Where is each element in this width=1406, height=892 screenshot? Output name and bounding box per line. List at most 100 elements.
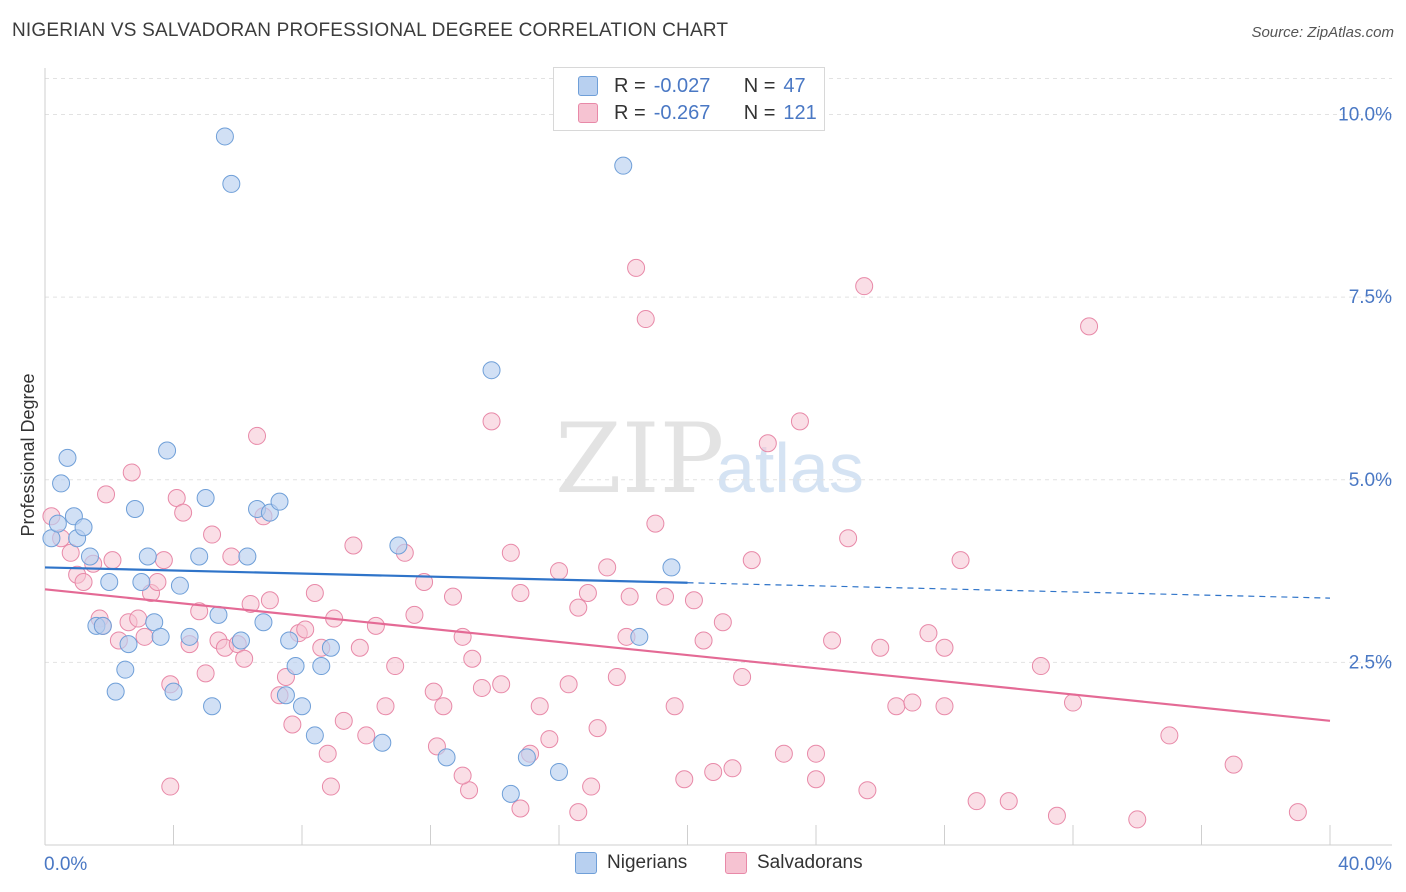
nigerian-point [254, 613, 273, 632]
salvadoran-point [174, 503, 193, 522]
salvadoran-point [283, 715, 302, 734]
nigerian-point [125, 499, 144, 518]
salvadoran-point [241, 594, 260, 613]
salvadoran-point [582, 777, 601, 796]
y-tick-labels: 10.0% 7.5% 5.0% 2.5% [1338, 105, 1392, 674]
x-tick-label-min: 0.0% [44, 854, 87, 875]
salvadoran-point [675, 770, 694, 789]
legend-r-label: R = [614, 74, 646, 97]
salvadoran-point [807, 744, 825, 763]
watermark-zip: ZIP [555, 403, 724, 515]
salvadoran-point [260, 591, 279, 610]
legend-n-label: N = [743, 101, 776, 124]
x-tick-label-max: 40.0% [1338, 854, 1392, 875]
nigerian-point [151, 627, 170, 646]
salvadoran-point [97, 485, 116, 504]
nigerian-point [501, 784, 520, 803]
nigerian-point [203, 697, 222, 716]
salvadoran-point [190, 602, 209, 621]
nigerian-point [321, 638, 340, 657]
legend-swatch-nigerians [578, 76, 598, 96]
nigerian-point [614, 156, 633, 175]
nigerian-point [132, 573, 151, 592]
salvadoran-point [887, 697, 906, 716]
salvadoran-point [967, 792, 986, 811]
nigerian-point [116, 660, 135, 679]
nigerian-point [158, 441, 177, 460]
salvadoran-point [443, 587, 462, 606]
salvadoran-point [839, 529, 858, 548]
y-tick-label: 7.5% [1349, 287, 1392, 308]
correlation-legend: R = -0.027 N = 47 R = -0.267 N = 121 [553, 67, 825, 131]
salvadoran-point [607, 667, 626, 686]
nigerians-trend-line [44, 566, 688, 584]
salvadoran-point [598, 558, 617, 577]
salvadoran-point [305, 583, 324, 602]
nigerian-point [48, 514, 67, 533]
bottom-legend-swatch-salvadorans [725, 852, 747, 874]
legend-row-salvadorans: R = -0.267 N = 121 [578, 100, 817, 126]
salvadoran-point [154, 551, 173, 570]
nigerian-point [373, 733, 392, 752]
nigerian-point [662, 558, 681, 577]
salvadoran-point [318, 744, 337, 763]
salvadoran-point [222, 547, 241, 566]
salvadoran-point [855, 277, 874, 296]
salvadoran-point [656, 587, 675, 606]
salvadoran-point [135, 627, 154, 646]
y-tick-label: 5.0% [1349, 470, 1392, 491]
salvadoran-point [344, 536, 363, 555]
axes [44, 68, 1392, 846]
y-tick-label: 10.0% [1338, 105, 1392, 126]
salvadoran-point [951, 551, 970, 570]
salvadoran-point [103, 551, 122, 570]
nigerian-point [190, 547, 209, 566]
salvadoran-point [578, 583, 597, 602]
bottom-legend-swatch-nigerians [575, 852, 597, 874]
salvadoran-point [620, 587, 639, 606]
salvadorans-trend-line [44, 588, 1331, 722]
legend-r-value: -0.027 [653, 74, 711, 97]
nigerian-point [170, 576, 189, 595]
salvadorans-points [42, 258, 1307, 829]
chart-title: NIGERIAN VS SALVADORAN PROFESSIONAL DEGR… [12, 20, 729, 41]
salvadoran-point [196, 664, 215, 683]
salvadoran-point [999, 792, 1018, 811]
y-tick-label: 2.5% [1349, 652, 1392, 673]
nigerian-point [276, 686, 295, 705]
salvadoran-point [559, 675, 578, 694]
salvadoran-point [1080, 317, 1099, 336]
bottom-legend-nigerians: Nigerians [575, 852, 687, 874]
nigerian-point [482, 361, 501, 380]
nigerian-point [52, 474, 71, 493]
salvadoran-point [386, 657, 405, 676]
chart-source: Source: ZipAtlas.com [1251, 24, 1394, 41]
nigerian-point [222, 174, 241, 193]
salvadoran-point [742, 551, 761, 570]
nigerians-points [42, 127, 681, 803]
salvadoran-point [350, 638, 369, 657]
grid-lines [45, 78, 1392, 663]
legend-r-label: R = [614, 101, 646, 124]
bottom-legend-label-nigerians: Nigerians [607, 852, 688, 873]
salvadoran-point [74, 573, 93, 592]
nigerian-point [305, 726, 324, 745]
salvadoran-point [569, 803, 588, 822]
nigerian-point [80, 547, 99, 566]
nigerian-point [630, 627, 649, 646]
salvadoran-point [694, 631, 713, 650]
salvadoran-point [1031, 657, 1050, 676]
salvadoran-point [823, 631, 842, 650]
y-axis-label: Professional Degree [18, 373, 38, 536]
salvadoran-point [530, 697, 549, 716]
salvadoran-point [807, 770, 825, 789]
nigerian-point [389, 536, 408, 555]
legend-n-value: 47 [783, 74, 806, 97]
salvadoran-point [713, 613, 732, 632]
salvadoran-point [627, 258, 646, 277]
salvadoran-point [203, 525, 222, 544]
nigerian-point [437, 748, 456, 767]
salvadoran-point [665, 697, 684, 716]
nigerian-point [238, 547, 257, 566]
